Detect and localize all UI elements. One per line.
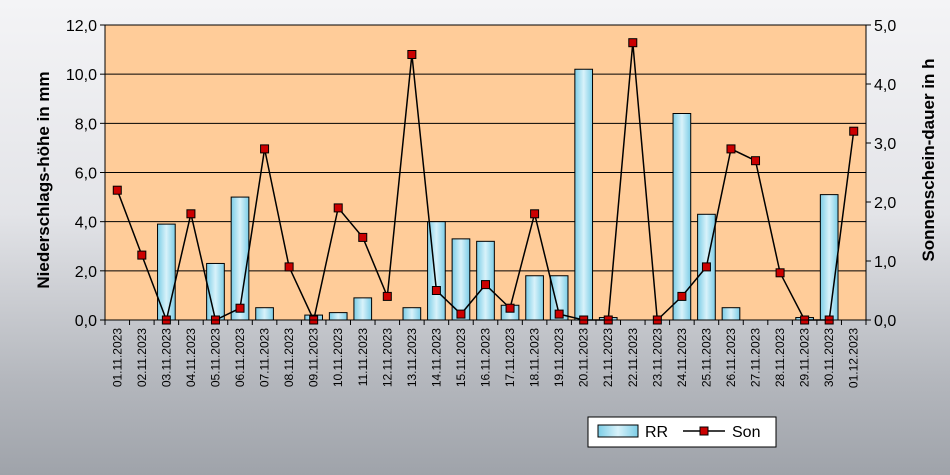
marker-son xyxy=(382,291,392,301)
x-tick-label: 05.11.2023 xyxy=(208,328,222,387)
x-tick-label: 13.11.2023 xyxy=(405,328,419,387)
marker-son xyxy=(186,209,196,219)
x-tick-label: 01.11.2023 xyxy=(110,328,124,387)
marker-son xyxy=(849,126,859,136)
x-tick-label: 18.11.2023 xyxy=(528,328,542,387)
x-axis-ticks: 01.11.2023 02.11.2023 03.11.2023 04.11.2023… xyxy=(110,328,860,388)
y-axis-left-ticks: 0,0 2,0 4,0 6,0 8,0 10,0 12,0 xyxy=(66,18,97,330)
y-tick-label-left: 10,0 xyxy=(66,67,97,84)
marker-son xyxy=(701,262,711,272)
x-tick-label: 21.11.2023 xyxy=(601,328,615,387)
marker-son xyxy=(407,50,417,59)
x-tick-label: 25.11.2023 xyxy=(699,328,713,387)
marker-son xyxy=(751,156,761,166)
x-tick-label: 14.11.2023 xyxy=(429,328,443,387)
marker-son xyxy=(284,262,294,272)
x-tick-label: 03.11.2023 xyxy=(159,328,173,387)
marker-son xyxy=(260,144,270,154)
marker-son xyxy=(628,38,638,48)
y-axis-left-title: Niederschlags-höhe in mm xyxy=(34,71,53,288)
x-tick-label: 20.11.2023 xyxy=(577,328,591,387)
y-tick-label-right: 1,0 xyxy=(874,254,896,271)
bar-rr xyxy=(574,68,594,321)
marker-son xyxy=(112,185,122,195)
marker-son xyxy=(505,303,515,313)
y-tick-label-right: 5,0 xyxy=(874,18,896,35)
marker-son xyxy=(431,286,441,295)
marker-son xyxy=(333,203,343,213)
bar-rr xyxy=(328,312,348,321)
x-tick-label: 04.11.2023 xyxy=(184,328,198,387)
x-tick-label: 27.11.2023 xyxy=(749,328,763,387)
x-tick-label: 02.11.2023 xyxy=(135,328,149,387)
marker-son xyxy=(677,291,687,301)
y-tick-label-right: 0,0 xyxy=(874,313,896,330)
x-tick-label: 08.11.2023 xyxy=(282,328,296,387)
x-tick-label: 24.11.2023 xyxy=(675,328,689,387)
x-tick-label: 26.11.2023 xyxy=(724,328,738,387)
x-tick-label: 22.11.2023 xyxy=(626,328,640,387)
x-tick-label: 06.11.2023 xyxy=(233,328,247,387)
x-tick-label: 01.12.2023 xyxy=(847,328,861,388)
y-tick-label-right: 3,0 xyxy=(874,136,896,153)
marker-son xyxy=(137,250,147,260)
y-axis-right-title: Sonnenschein-dauer in h xyxy=(919,58,938,261)
y-tick-label-left: 6,0 xyxy=(75,166,97,183)
x-tick-label: 12.11.2023 xyxy=(380,328,394,387)
x-tick-label: 10.11.2023 xyxy=(331,328,345,387)
y-tick-label-right: 4,0 xyxy=(874,77,896,94)
marker-son xyxy=(358,232,368,242)
y-axis-right-ticks: 0,0 1,0 2,0 3,0 4,0 5,0 xyxy=(874,18,896,330)
x-tick-label: 28.11.2023 xyxy=(773,328,787,387)
marker-son xyxy=(235,303,245,313)
bar-rr xyxy=(230,196,250,321)
x-tick-label: 15.11.2023 xyxy=(454,328,468,387)
marker-son xyxy=(456,309,466,319)
bar-rr xyxy=(402,307,422,321)
bar-rr xyxy=(255,307,274,321)
x-tick-label: 09.11.2023 xyxy=(307,328,321,387)
legend-marker-son xyxy=(699,426,709,436)
marker-son xyxy=(726,144,736,154)
y-tick-label-left: 12,0 xyxy=(66,18,97,35)
x-tick-label: 23.11.2023 xyxy=(650,328,664,387)
marker-son xyxy=(554,309,564,319)
x-tick-label: 30.11.2023 xyxy=(822,328,836,387)
axes xyxy=(104,24,867,325)
x-tick-label: 16.11.2023 xyxy=(479,328,493,387)
legend-swatch-rr xyxy=(597,424,639,438)
marker-son xyxy=(775,268,785,278)
bar-rr xyxy=(353,297,373,321)
y-tick-label-right: 2,0 xyxy=(874,195,896,212)
y-tick-label-left: 8,0 xyxy=(75,116,97,133)
x-tick-label: 29.11.2023 xyxy=(798,328,812,387)
marker-son xyxy=(481,280,490,290)
x-tick-label: 07.11.2023 xyxy=(258,328,272,387)
x-tick-label: 19.11.2023 xyxy=(552,328,566,387)
x-tick-label: 11.11.2023 xyxy=(356,328,370,387)
x-tick-label: 17.11.2023 xyxy=(503,328,517,387)
bar-rr xyxy=(525,275,544,321)
y-tick-label-left: 4,0 xyxy=(75,215,97,232)
y-tick-label-left: 0,0 xyxy=(75,313,97,330)
bar-rr xyxy=(819,194,839,321)
bar-rr xyxy=(721,307,741,321)
y-tick-label-left: 2,0 xyxy=(75,264,97,281)
legend: RR Son xyxy=(587,416,777,448)
legend-label-rr: RR xyxy=(645,424,668,441)
marker-son xyxy=(530,209,540,219)
legend-label-son: Son xyxy=(732,424,760,441)
